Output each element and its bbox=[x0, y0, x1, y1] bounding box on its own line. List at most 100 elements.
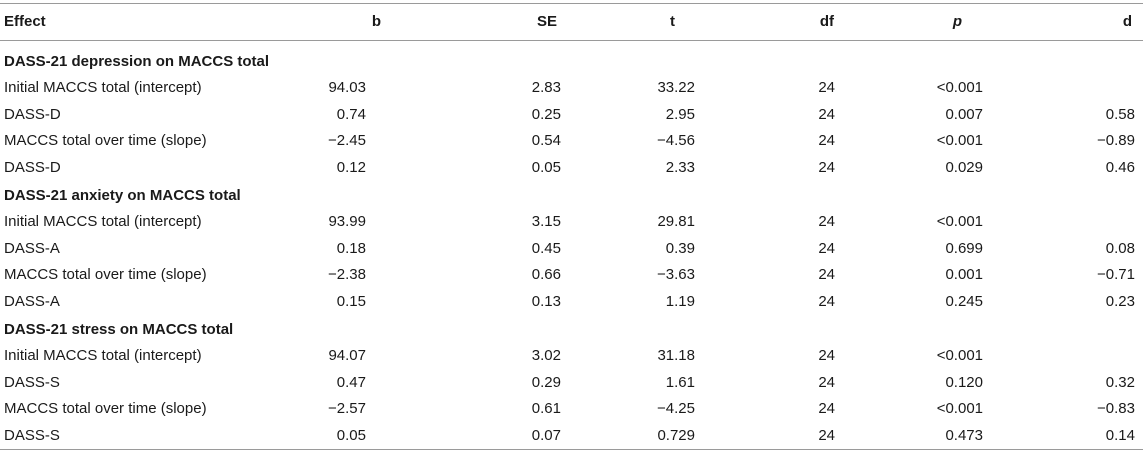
table-header-row: Effect b SE t df p d bbox=[0, 4, 1143, 40]
cell-df: 24 bbox=[818, 158, 835, 176]
cell-df: 24 bbox=[818, 132, 835, 149]
header-d: d bbox=[1122, 13, 1132, 30]
table-top-rule bbox=[0, 3, 1143, 4]
cell-se: 3.15 bbox=[531, 213, 561, 230]
cell-t: 31.18 bbox=[657, 347, 695, 364]
cell-p: <0.001 bbox=[936, 347, 983, 364]
cell-se: 0.54 bbox=[531, 132, 561, 149]
section-title-row: DASS-21 anxiety on MACCS total bbox=[0, 181, 1143, 209]
table-row: DASS-S 0.05 0.07 0.729 24 0.473 0.14 bbox=[0, 423, 1143, 450]
cell-effect: MACCS total over time (slope) bbox=[4, 132, 207, 149]
cell-p: 0.699 bbox=[945, 239, 983, 257]
cell-d: −0.89 bbox=[1097, 132, 1135, 149]
cell-t: 33.22 bbox=[657, 79, 695, 96]
cell-t: 1.19 bbox=[665, 292, 695, 310]
cell-effect: Initial MACCS total (intercept) bbox=[4, 347, 202, 364]
cell-p: <0.001 bbox=[936, 213, 983, 230]
cell-se: 0.61 bbox=[531, 400, 561, 417]
section-title-row: DASS-21 depression on MACCS total bbox=[0, 47, 1143, 75]
cell-b: 0.05 bbox=[336, 426, 366, 444]
cell-df: 24 bbox=[818, 426, 835, 444]
cell-t: −3.63 bbox=[657, 266, 695, 283]
cell-b: 0.18 bbox=[336, 239, 366, 257]
cell-p: 0.001 bbox=[945, 266, 983, 283]
header-t: t bbox=[670, 13, 675, 30]
table-row: Initial MACCS total (intercept) 93.99 3.15… bbox=[0, 209, 1143, 236]
section-title: DASS-21 depression on MACCS total bbox=[4, 53, 270, 70]
header-p: p bbox=[952, 13, 962, 30]
cell-df: 24 bbox=[818, 292, 835, 310]
cell-effect: Initial MACCS total (intercept) bbox=[4, 213, 202, 230]
section-title: DASS-21 anxiety on MACCS total bbox=[4, 187, 241, 204]
cell-df: 24 bbox=[818, 105, 835, 123]
cell-df: 24 bbox=[818, 266, 835, 283]
cell-se: 2.83 bbox=[531, 79, 561, 96]
table-row: Initial MACCS total (intercept) 94.07 3.02… bbox=[0, 343, 1143, 370]
cell-df: 24 bbox=[818, 347, 835, 364]
cell-p: <0.001 bbox=[936, 132, 983, 149]
table-row: Initial MACCS total (intercept) 94.03 2.83… bbox=[0, 75, 1143, 102]
header-b: b bbox=[371, 13, 381, 30]
cell-effect: DASS-D bbox=[4, 158, 61, 176]
cell-d: 0.14 bbox=[1105, 426, 1135, 444]
cell-effect: DASS-D bbox=[4, 105, 61, 123]
table-row: DASS-S 0.47 0.29 1.61 24 0.120 0.32 bbox=[0, 370, 1143, 397]
cell-b: 0.12 bbox=[336, 158, 366, 176]
table-header-rule bbox=[0, 40, 1143, 41]
cell-b: −2.38 bbox=[328, 266, 366, 283]
table-row: DASS-D 0.12 0.05 2.33 24 0.029 0.46 bbox=[0, 155, 1143, 182]
cell-b: −2.45 bbox=[328, 132, 366, 149]
cell-effect: MACCS total over time (slope) bbox=[4, 266, 207, 283]
cell-p: 0.007 bbox=[945, 105, 983, 123]
results-table: Effect b SE t df p d DASS-21 depression … bbox=[0, 3, 1143, 450]
cell-d: 0.23 bbox=[1105, 292, 1135, 310]
cell-d: 0.32 bbox=[1105, 373, 1135, 391]
cell-d: 0.08 bbox=[1105, 239, 1135, 257]
section-title: DASS-21 stress on MACCS total bbox=[4, 321, 234, 338]
table-row: MACCS total over time (slope) −2.57 0.61 −4… bbox=[0, 396, 1143, 423]
cell-se: 3.02 bbox=[531, 347, 561, 364]
cell-se: 0.05 bbox=[531, 158, 561, 176]
cell-t: 1.61 bbox=[665, 373, 695, 391]
header-se: SE bbox=[536, 13, 557, 30]
cell-t: 2.33 bbox=[665, 158, 695, 176]
cell-p: 0.120 bbox=[945, 373, 983, 391]
cell-p: 0.473 bbox=[945, 426, 983, 444]
table-row: MACCS total over time (slope) −2.38 0.66 −3… bbox=[0, 262, 1143, 289]
cell-df: 24 bbox=[818, 400, 835, 417]
cell-effect: DASS-A bbox=[4, 239, 60, 257]
cell-b: 0.74 bbox=[336, 105, 366, 123]
section-title-row: DASS-21 stress on MACCS total bbox=[0, 315, 1143, 343]
cell-p: 0.245 bbox=[945, 292, 983, 310]
cell-p: <0.001 bbox=[936, 79, 983, 96]
table-row: DASS-A 0.18 0.45 0.39 24 0.699 0.08 bbox=[0, 236, 1143, 263]
table-bottom-rule bbox=[0, 449, 1143, 450]
cell-se: 0.66 bbox=[531, 266, 561, 283]
cell-effect: MACCS total over time (slope) bbox=[4, 400, 207, 417]
cell-effect: Initial MACCS total (intercept) bbox=[4, 79, 202, 96]
cell-d: −0.71 bbox=[1097, 266, 1135, 283]
header-df: df bbox=[819, 13, 834, 30]
cell-effect: DASS-S bbox=[4, 373, 60, 391]
cell-se: 0.07 bbox=[531, 426, 561, 444]
cell-b: 94.07 bbox=[328, 347, 366, 364]
cell-t: 0.39 bbox=[665, 239, 695, 257]
cell-b: 94.03 bbox=[328, 79, 366, 96]
cell-se: 0.25 bbox=[531, 105, 561, 123]
cell-t: −4.56 bbox=[657, 132, 695, 149]
cell-se: 0.29 bbox=[531, 373, 561, 391]
table-row: DASS-D 0.74 0.25 2.95 24 0.007 0.58 bbox=[0, 102, 1143, 129]
cell-effect: DASS-A bbox=[4, 292, 60, 310]
cell-b: 0.47 bbox=[336, 373, 366, 391]
cell-d: 0.46 bbox=[1105, 158, 1135, 176]
table-row: DASS-A 0.15 0.13 1.19 24 0.245 0.23 bbox=[0, 289, 1143, 316]
cell-b: −2.57 bbox=[328, 400, 366, 417]
cell-t: 29.81 bbox=[657, 213, 695, 230]
cell-t: 2.95 bbox=[665, 105, 695, 123]
cell-d: −0.83 bbox=[1097, 400, 1135, 417]
cell-df: 24 bbox=[818, 373, 835, 391]
cell-df: 24 bbox=[818, 239, 835, 257]
table-body: DASS-21 depression on MACCS total Initial… bbox=[0, 47, 1143, 449]
cell-effect: DASS-S bbox=[4, 426, 60, 444]
table-row: MACCS total over time (slope) −2.45 0.54 −4… bbox=[0, 128, 1143, 155]
